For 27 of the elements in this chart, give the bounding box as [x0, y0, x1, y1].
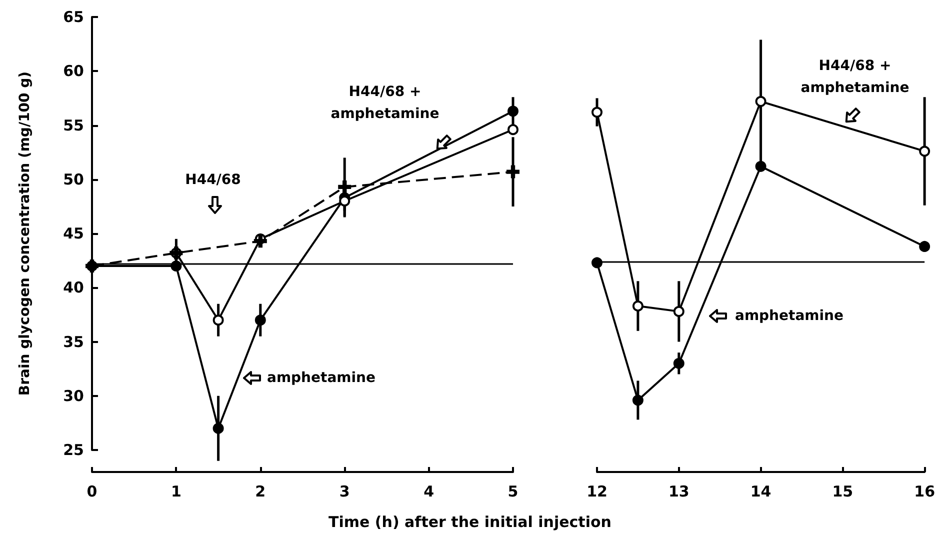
y-tick-label: 25 [63, 441, 84, 459]
y-tick-label: 40 [63, 278, 84, 297]
x-tick-label: 4 [424, 482, 434, 500]
x-axis-title: Time (h) after the initial injection [328, 513, 612, 531]
y-tick-label: 55 [63, 116, 84, 134]
y-tick-label: 50 [63, 170, 84, 188]
x-tick-label: 5 [508, 482, 518, 500]
annotation: amphetamine [267, 370, 376, 386]
x-tick-label: 0 [86, 482, 98, 500]
x-tick-label: 2 [255, 482, 266, 500]
y-tick-label: 60 [63, 62, 84, 80]
x-tick-label: 3 [339, 482, 350, 500]
x-tick-label: 15 [832, 482, 854, 500]
y-tick-label: 30 [63, 386, 84, 405]
x-tick-label: 16 [914, 482, 935, 500]
annotation: amphetamine [735, 308, 844, 324]
annotation: H44/68 + amphetamine [330, 84, 440, 122]
x-tick-label: 1 [170, 482, 182, 500]
annotation: H44/68 + amphetamine [800, 58, 910, 96]
y-axis-title: Brain glycogen concentration (mg/100 g) [17, 71, 33, 396]
annotation: H44/68 [185, 172, 241, 188]
x-tick-label: 14 [750, 482, 772, 500]
y-tick-label: 45 [63, 224, 84, 242]
x-tick-label: 12 [586, 482, 608, 500]
y-tick-label: 65 [63, 8, 84, 26]
y-tick-label: 35 [63, 332, 84, 351]
x-tick-label: 13 [668, 482, 690, 500]
